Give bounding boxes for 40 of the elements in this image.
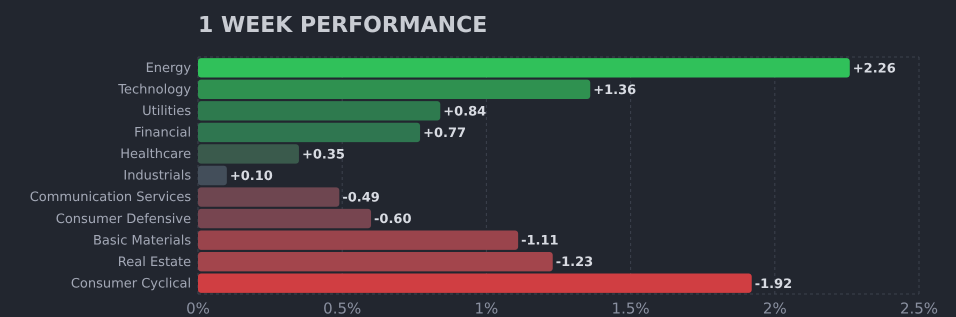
bar bbox=[198, 187, 340, 207]
bar bbox=[198, 230, 518, 250]
bar bbox=[198, 58, 850, 78]
bar bbox=[198, 122, 420, 142]
y-tick-label: Technology bbox=[117, 82, 192, 98]
bar bbox=[198, 252, 553, 272]
y-tick-label: Financial bbox=[134, 126, 192, 141]
data-label: +2.26 bbox=[852, 61, 896, 76]
y-tick-label: Energy bbox=[146, 60, 192, 76]
bar bbox=[198, 80, 590, 100]
y-tick-label: Real Estate bbox=[118, 254, 192, 270]
data-label: -0.60 bbox=[374, 212, 412, 228]
y-tick-label: Basic Materials bbox=[92, 233, 192, 248]
bar bbox=[198, 208, 372, 228]
bar bbox=[198, 101, 440, 121]
y-tick-label: Utilities bbox=[142, 104, 192, 120]
x-tick-label: 2.5% bbox=[900, 300, 938, 317]
data-label: +0.84 bbox=[443, 104, 486, 120]
y-tick-label: Communication Services bbox=[30, 190, 192, 206]
y-tick-label: Industrials bbox=[123, 168, 192, 184]
y-tick-label: Consumer Cyclical bbox=[70, 276, 192, 292]
data-label: +0.35 bbox=[302, 148, 345, 163]
data-label: +0.10 bbox=[230, 169, 273, 184]
data-label: -1.23 bbox=[556, 255, 594, 270]
data-label: -0.49 bbox=[342, 190, 380, 206]
data-label: +0.77 bbox=[423, 126, 466, 141]
data-label: -1.11 bbox=[521, 234, 559, 249]
y-tick-label: Consumer Defensive bbox=[56, 212, 192, 227]
x-tick-label: 1% bbox=[474, 300, 498, 317]
bar bbox=[198, 274, 752, 293]
bar bbox=[198, 166, 227, 186]
y-tick-label: Healthcare bbox=[120, 147, 192, 162]
x-tick-label: 1.5% bbox=[612, 300, 650, 317]
data-label: +1.36 bbox=[593, 82, 636, 98]
x-tick-label: 2% bbox=[762, 300, 787, 317]
chart-title: 1 WEEK PERFORMANCE bbox=[198, 13, 488, 38]
x-tick-label: 0% bbox=[186, 300, 210, 317]
data-label: -1.92 bbox=[754, 276, 792, 292]
x-tick-label: 0.5% bbox=[323, 300, 362, 317]
bar bbox=[198, 144, 299, 164]
